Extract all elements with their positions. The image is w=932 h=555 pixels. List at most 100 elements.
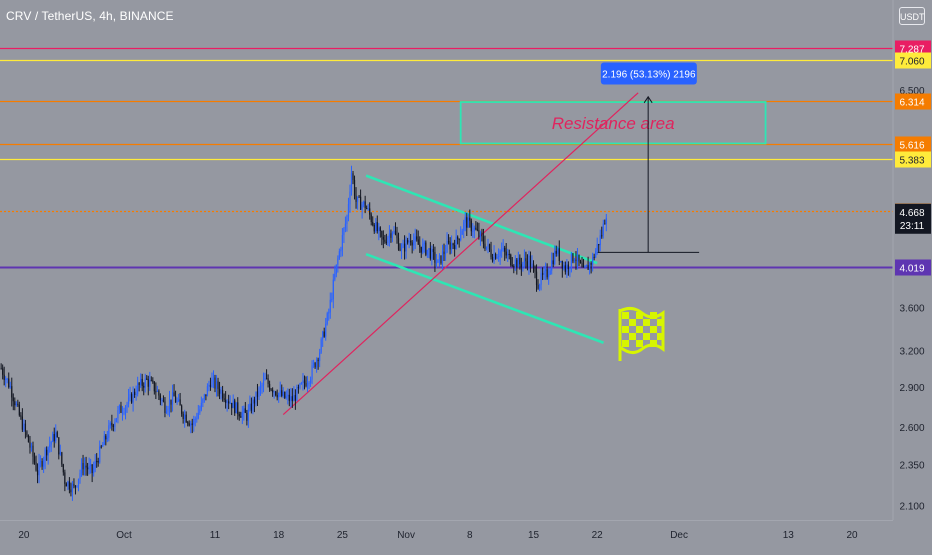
candle-body [117, 410, 119, 419]
candle-body [493, 254, 495, 262]
candle-body [299, 383, 301, 388]
candle-body [405, 239, 407, 252]
candle-body [602, 223, 604, 236]
candle-body [411, 242, 413, 246]
candle-body [549, 270, 551, 275]
candle-body [513, 266, 515, 268]
candle-body [115, 418, 118, 422]
candle-body [428, 248, 430, 250]
candle-body [120, 405, 122, 413]
candle-body [478, 230, 480, 238]
candle-body [494, 254, 497, 259]
candle-body [545, 269, 547, 271]
candle-body [572, 253, 574, 262]
channel-lower-line[interactable] [365, 252, 605, 344]
candle-body [422, 244, 424, 253]
candle-body [118, 405, 121, 411]
candle-body [458, 238, 460, 241]
candle-body [579, 261, 582, 264]
candle-body [496, 256, 498, 259]
channel-upper-line[interactable] [365, 174, 598, 265]
x-tick-label: 18 [273, 530, 285, 541]
candle-body [482, 236, 485, 244]
candle-body [96, 461, 98, 463]
candle-body [484, 243, 486, 249]
candle-body [584, 266, 586, 268]
flag-check [643, 333, 650, 340]
candle-body [595, 250, 597, 258]
candle-body [67, 481, 69, 487]
candle-body [234, 400, 236, 414]
currency-button[interactable]: USDT [899, 7, 925, 25]
candle-body [237, 402, 239, 415]
candle-body [460, 234, 462, 241]
candle-body [6, 378, 8, 380]
projection-trend-line[interactable] [282, 92, 639, 416]
x-tick-label: 20 [846, 530, 858, 541]
candle-body [475, 227, 477, 230]
candle-body [114, 421, 116, 427]
candle-body [176, 400, 178, 403]
candle-body [434, 252, 436, 263]
candle-body [97, 461, 99, 463]
candle-body [419, 244, 421, 247]
candle-body [123, 412, 125, 414]
candle-body [499, 251, 501, 257]
candle-body [532, 263, 535, 268]
level-7060-badge [895, 52, 931, 69]
candle-body [543, 270, 545, 275]
candle-body [159, 395, 161, 401]
y-tick-label: 2.100 [899, 502, 924, 513]
candle-body [466, 217, 468, 228]
candle-body [197, 412, 199, 419]
candle-body [225, 399, 227, 403]
candle-body [487, 244, 489, 247]
candle-body [535, 271, 538, 285]
current-price-badge [895, 203, 931, 234]
candle-body [259, 386, 262, 389]
candle-body [378, 227, 380, 232]
candle-body [217, 381, 219, 390]
flag-check [657, 319, 664, 326]
candle-body [41, 461, 43, 467]
time-axis[interactable]: 20 Oct 11 18 25 Nov 8 15 22 Dec 13 20 [0, 520, 893, 550]
resistance-area-box[interactable] [459, 101, 767, 145]
candle-body [516, 259, 518, 268]
candle-body [538, 284, 541, 289]
candle-body [464, 217, 466, 223]
candle-body [155, 391, 157, 393]
candle-body [27, 435, 30, 443]
candle-body [282, 391, 284, 396]
drawings: Resistance area [282, 92, 767, 416]
candle-body [413, 240, 415, 246]
candle-body [326, 313, 328, 324]
candle-body [396, 234, 398, 239]
symbol-title: CRV / TetherUS, 4h, BINANCE [6, 9, 174, 23]
candle-body [293, 395, 295, 402]
candle-body [546, 269, 548, 278]
candle-body [511, 265, 513, 267]
flag-check [650, 326, 657, 333]
x-tick-label: 13 [783, 530, 795, 541]
resistance-area-label: Resistance area [552, 114, 675, 133]
candle-body [367, 208, 369, 210]
current-price-label: 4.668 [899, 208, 924, 219]
candle-body [555, 250, 557, 254]
candle-body [373, 225, 375, 232]
candle-body [235, 402, 237, 414]
checkered-flag-icon [618, 306, 665, 361]
candle-body [68, 481, 70, 490]
candle-body [267, 378, 269, 384]
candle-body [20, 415, 22, 417]
candle-body [510, 254, 512, 266]
price-axis[interactable]: 6.500 3.600 3.200 2.900 2.600 2.350 2.100 7.287… [892, 0, 932, 550]
candle-body [575, 259, 577, 261]
level-5383-badge-label: 5.383 [899, 156, 924, 167]
candle-body [393, 230, 395, 233]
candle-body [390, 233, 392, 238]
candle-body [18, 404, 20, 416]
candle-body [218, 389, 221, 394]
candle-body [58, 437, 60, 455]
